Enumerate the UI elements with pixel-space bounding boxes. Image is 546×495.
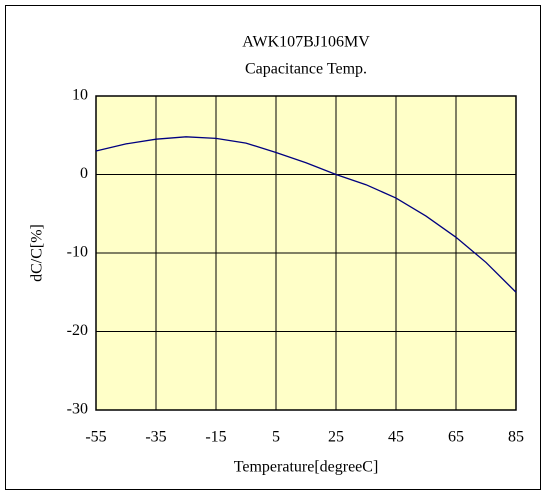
x-tick-label: -15: [205, 429, 226, 446]
y-axis-label: dC/C[%]: [29, 224, 46, 282]
y-tick-label: -10: [67, 244, 88, 261]
y-tick-label: -30: [67, 401, 88, 418]
x-tick-label: -55: [85, 429, 106, 446]
x-tick-label: 65: [448, 429, 464, 446]
x-tick-label: 5: [272, 429, 280, 446]
y-tick-label: 10: [72, 87, 88, 104]
x-axis-label: Temperature[degreeC]: [234, 459, 379, 476]
data-line: [95, 136, 517, 293]
y-tick-label: -20: [67, 322, 88, 339]
x-tick-label: -35: [145, 429, 166, 446]
x-tick-label: 85: [508, 429, 524, 446]
chart-title: AWK107BJ106MV: [242, 34, 370, 51]
y-tick-label: 0: [80, 165, 88, 182]
x-tick-label: 45: [388, 429, 404, 446]
plot-border: [95, 95, 517, 411]
chart-subtitle: Capacitance Temp.: [245, 61, 367, 78]
x-tick-label: 25: [328, 429, 344, 446]
